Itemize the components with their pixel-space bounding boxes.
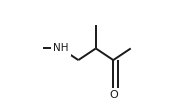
Text: O: O: [109, 90, 118, 100]
Text: NH: NH: [53, 43, 69, 53]
